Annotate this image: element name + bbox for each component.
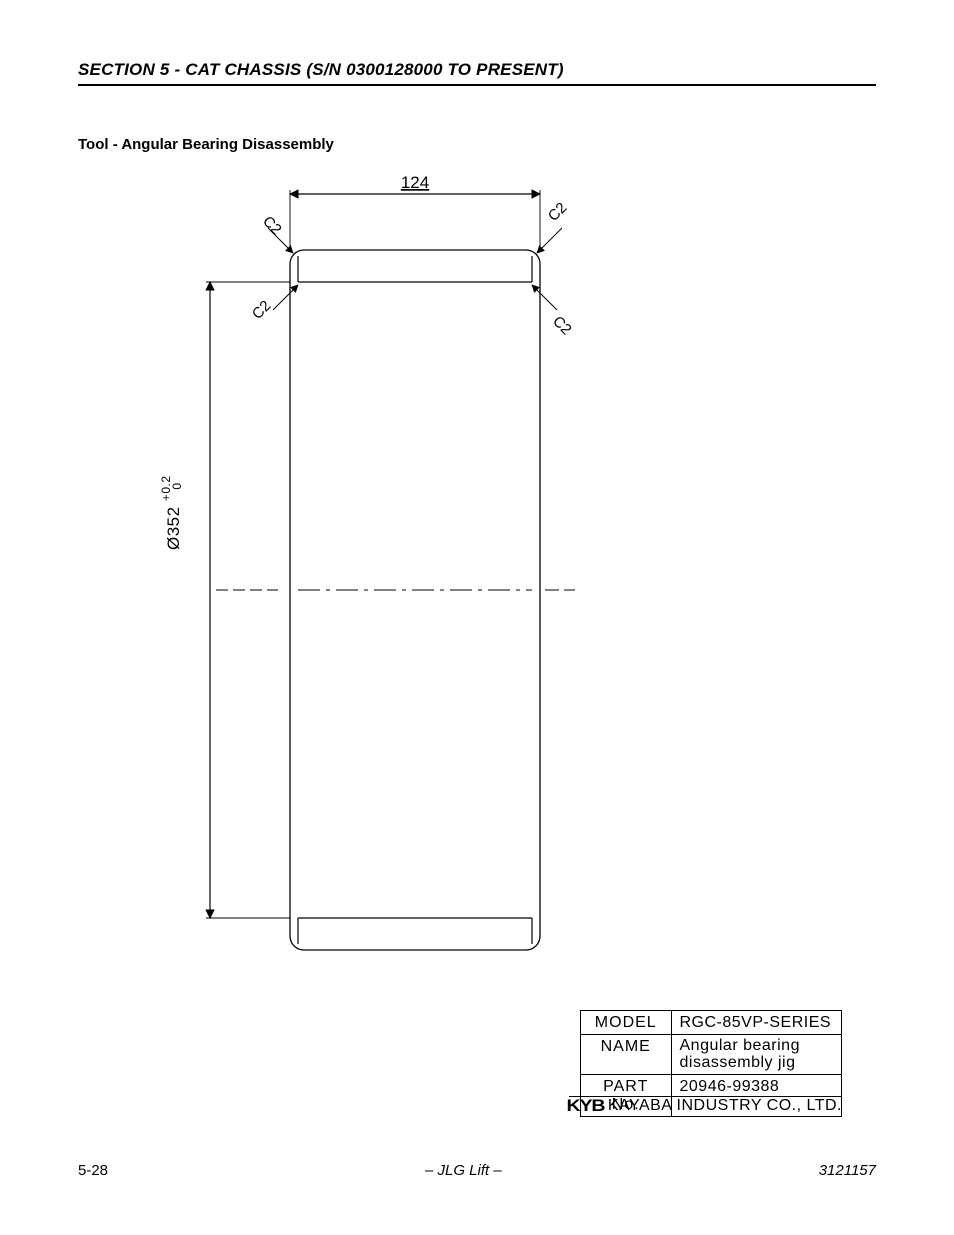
title-label: NAME [581,1035,671,1075]
company-line: KYB KAYABA INDUSTRY CO., LTD. [569,1096,842,1116]
footer-center: – JLG Lift – [425,1162,502,1179]
dim-height [206,282,290,918]
title-label: MODEL [581,1011,671,1035]
title-row-name: NAME Angular bearingdisassembly jig [581,1035,841,1075]
section-rule [78,84,876,86]
dim-width: 124 [290,173,540,250]
technical-drawing: 124 [180,170,740,960]
footer-doc-number: 3121157 [819,1162,876,1179]
page-footer: 5-28 – JLG Lift – 3121157 [78,1162,876,1179]
title-value: Angular bearingdisassembly jig [671,1035,841,1075]
title-row-model: MODEL RGC-85VP-SERIES [581,1011,841,1035]
chamfer-label: C2 [549,313,575,339]
outer-profile [290,250,540,950]
chamfer-label: C2 [545,199,571,225]
kyb-logo: KYB [566,1096,604,1116]
chamfer-label: C2 [259,213,285,239]
chamfer-label: C2 [249,297,275,323]
subheading: Tool - Angular Bearing Disassembly [78,136,334,153]
inner-step [298,256,532,944]
dim-height-label: Ø352 +0.2 0 [162,475,184,550]
title-value: RGC-85VP-SERIES [671,1011,841,1035]
footer-page-number: 5-28 [78,1162,108,1179]
company-name: KAYABA INDUSTRY CO., LTD. [608,1097,842,1115]
page: SECTION 5 - CAT CHASSIS (S/N 0300128000 … [0,0,954,1235]
dim-width-label: 124 [401,173,429,192]
section-header: SECTION 5 - CAT CHASSIS (S/N 0300128000 … [78,60,876,80]
